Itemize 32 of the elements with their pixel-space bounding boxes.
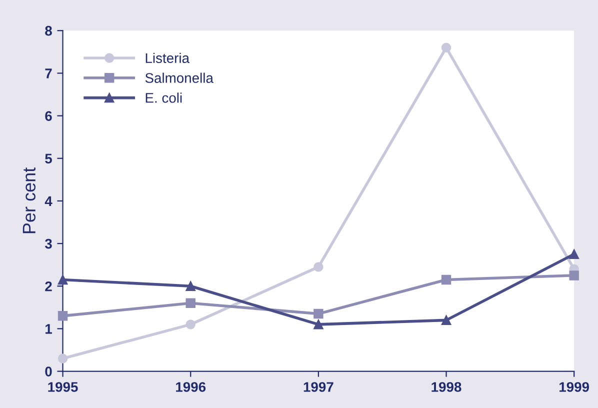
legend-label: E. coli (146, 92, 182, 103)
legend-label: Listeria (146, 52, 190, 64)
point (58, 274, 68, 285)
point (314, 320, 324, 330)
point (186, 320, 196, 330)
point (441, 274, 452, 285)
point (314, 308, 324, 319)
y-tick-label: 0 (45, 366, 52, 376)
y-tick-label: 8 (45, 26, 52, 36)
y-axis-title: Per cent (22, 167, 36, 234)
y-tick-label: 5 (45, 154, 52, 164)
point (314, 262, 324, 272)
point (58, 354, 68, 364)
x-tick-label: 1997 (304, 382, 334, 392)
point (186, 281, 196, 291)
point (58, 311, 68, 321)
x-tick-label: 1996 (176, 382, 206, 392)
point (186, 298, 196, 308)
y-tick-label: 4 (44, 196, 52, 206)
legend-label: Salmonella (145, 72, 214, 83)
y-tick-label: 1 (46, 324, 52, 334)
point (569, 249, 579, 260)
y-tick-label: 3 (44, 238, 52, 249)
point (569, 270, 579, 280)
y-tick-label: 2 (45, 281, 52, 292)
x-tick-label: 1995 (48, 382, 78, 392)
point (441, 315, 452, 326)
y-tick-label: 6 (45, 111, 52, 121)
x-tick-label: 1999 (560, 382, 590, 392)
point (441, 42, 452, 52)
x-tick-label: 1998 (432, 382, 462, 392)
y-tick-label: 7 (45, 68, 52, 78)
